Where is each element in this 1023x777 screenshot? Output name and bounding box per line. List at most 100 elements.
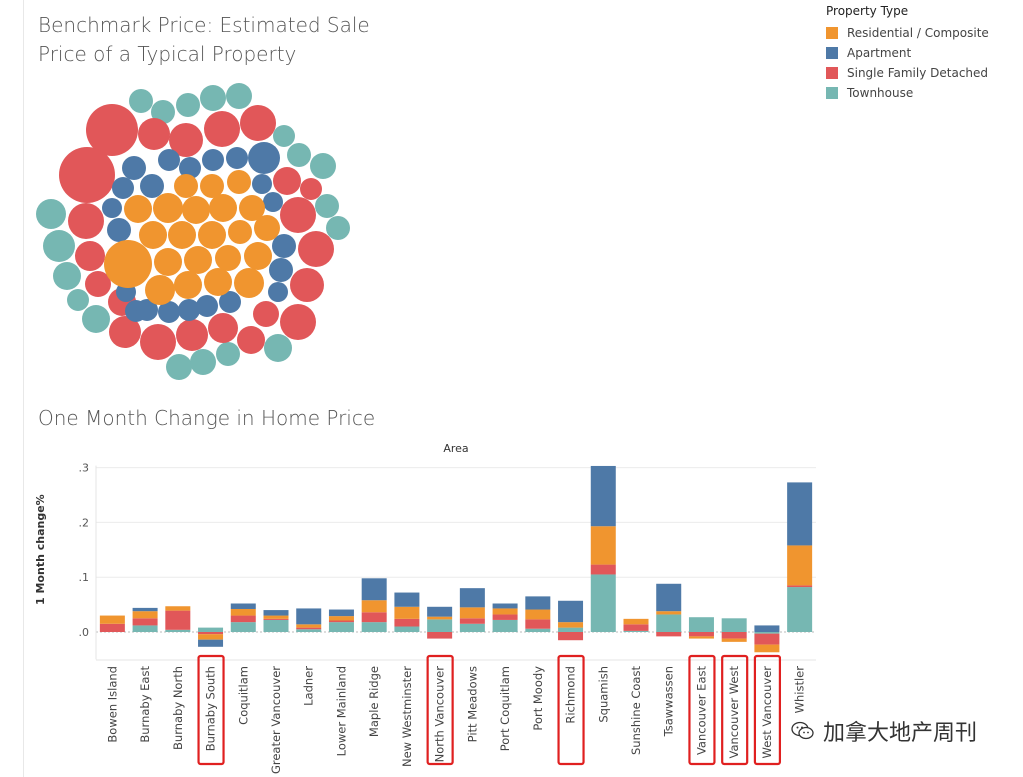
bubble-73[interactable] bbox=[139, 221, 167, 249]
bar-west-vancouver-townhouse[interactable] bbox=[754, 632, 780, 634]
bubble-25[interactable] bbox=[68, 203, 104, 239]
bubble-chart[interactable] bbox=[30, 80, 360, 385]
bar-vancouver-east-townhouse[interactable] bbox=[688, 617, 714, 632]
bar-lower-mainland-apartment[interactable] bbox=[328, 609, 354, 617]
bubble-68[interactable] bbox=[124, 195, 152, 223]
bar-richmond-single-family-detached[interactable] bbox=[558, 632, 584, 641]
bar-whistler-residential-composite[interactable] bbox=[787, 545, 813, 586]
bubble-10[interactable] bbox=[273, 125, 295, 147]
bar-port-moody-apartment[interactable] bbox=[525, 596, 551, 610]
bar-richmond-apartment[interactable] bbox=[558, 600, 584, 623]
bar-new-westminster-apartment[interactable] bbox=[394, 592, 420, 607]
bar-maple-ridge-townhouse[interactable] bbox=[361, 622, 387, 632]
bubble-4[interactable] bbox=[240, 105, 276, 141]
bar-tsawwassen-townhouse[interactable] bbox=[656, 614, 682, 632]
bubble-75[interactable] bbox=[198, 221, 226, 249]
bubble-42[interactable] bbox=[158, 149, 180, 171]
bar-burnaby-east-apartment[interactable] bbox=[132, 607, 158, 612]
bubble-76[interactable] bbox=[228, 220, 252, 244]
bubble-26[interactable] bbox=[75, 241, 105, 271]
bar-new-westminster-single-family-detached[interactable] bbox=[394, 618, 420, 627]
bar-maple-ridge-residential-composite[interactable] bbox=[361, 600, 387, 613]
legend-item-townhouse[interactable]: Townhouse bbox=[826, 83, 989, 103]
bubble-63[interactable] bbox=[104, 240, 152, 288]
bubble-71[interactable] bbox=[209, 194, 237, 222]
bar-pitt-meadows-townhouse[interactable] bbox=[459, 623, 485, 632]
bar-burnaby-south-residential-composite[interactable] bbox=[198, 634, 224, 640]
bubble-24[interactable] bbox=[138, 118, 170, 150]
bubble-35[interactable] bbox=[280, 197, 316, 233]
bar-squamish-apartment[interactable] bbox=[590, 465, 616, 527]
bar-west-vancouver-residential-composite[interactable] bbox=[754, 644, 780, 653]
bar-greater-vancouver-apartment[interactable] bbox=[263, 610, 289, 616]
bar-squamish-single-family-detached[interactable] bbox=[590, 564, 616, 575]
bubble-1[interactable] bbox=[59, 147, 115, 203]
bar-lower-mainland-single-family-detached[interactable] bbox=[328, 620, 354, 623]
bar-burnaby-east-single-family-detached[interactable] bbox=[132, 618, 158, 626]
bubble-59[interactable] bbox=[178, 299, 200, 321]
bubble-14[interactable] bbox=[326, 216, 350, 240]
bubble-38[interactable] bbox=[280, 304, 316, 340]
bar-burnaby-north-residential-composite[interactable] bbox=[165, 606, 191, 611]
bubble-31[interactable] bbox=[176, 319, 208, 351]
bar-pitt-meadows-residential-composite[interactable] bbox=[459, 607, 485, 619]
bubble-41[interactable] bbox=[122, 156, 146, 180]
bubble-80[interactable] bbox=[215, 245, 241, 271]
bubble-16[interactable] bbox=[43, 230, 75, 262]
bubble-40[interactable] bbox=[300, 178, 322, 200]
bar-north-vancouver-single-family-detached[interactable] bbox=[427, 632, 453, 639]
bubble-33[interactable] bbox=[237, 326, 265, 354]
bar-port-coquitlam-single-family-detached[interactable] bbox=[492, 614, 518, 620]
bubble-64[interactable] bbox=[145, 275, 175, 305]
bar-greater-vancouver-townhouse[interactable] bbox=[263, 619, 289, 632]
bubble-53[interactable] bbox=[272, 234, 296, 258]
bubble-67[interactable] bbox=[227, 170, 251, 194]
bubble-15[interactable] bbox=[36, 199, 66, 229]
bar-coquitlam-single-family-detached[interactable] bbox=[230, 615, 256, 623]
bar-new-westminster-townhouse[interactable] bbox=[394, 626, 420, 632]
bar-tsawwassen-residential-composite[interactable] bbox=[656, 611, 682, 615]
bar-port-coquitlam-residential-composite[interactable] bbox=[492, 608, 518, 615]
bar-sunshine-coast-residential-composite[interactable] bbox=[623, 618, 649, 625]
bubble-47[interactable] bbox=[112, 177, 134, 199]
bar-burnaby-south-single-family-detached[interactable] bbox=[198, 632, 224, 635]
bar-greater-vancouver-residential-composite[interactable] bbox=[263, 615, 289, 619]
bar-coquitlam-apartment[interactable] bbox=[230, 603, 256, 609]
bubble-74[interactable] bbox=[168, 221, 196, 249]
bar-richmond-residential-composite[interactable] bbox=[558, 622, 584, 628]
bubble-13[interactable] bbox=[315, 194, 339, 218]
bubble-3[interactable] bbox=[204, 111, 240, 147]
bar-pitt-meadows-apartment[interactable] bbox=[459, 588, 485, 608]
bar-north-vancouver-apartment[interactable] bbox=[427, 606, 453, 617]
bar-sunshine-coast-single-family-detached[interactable] bbox=[623, 624, 649, 631]
bar-north-vancouver-townhouse[interactable] bbox=[427, 619, 453, 632]
bubble-23[interactable] bbox=[264, 334, 292, 362]
bubble-61[interactable] bbox=[219, 291, 241, 313]
bubble-57[interactable] bbox=[136, 299, 158, 321]
bubble-2[interactable] bbox=[169, 123, 203, 157]
bar-west-vancouver-apartment[interactable] bbox=[754, 625, 780, 632]
bubble-84[interactable] bbox=[234, 268, 264, 298]
bubble-81[interactable] bbox=[244, 242, 272, 270]
bar-vancouver-east-residential-composite[interactable] bbox=[688, 636, 714, 639]
bar-port-moody-residential-composite[interactable] bbox=[525, 609, 551, 620]
bubble-19[interactable] bbox=[82, 305, 110, 333]
bubble-7[interactable] bbox=[176, 93, 200, 117]
bar-lower-mainland-residential-composite[interactable] bbox=[328, 616, 354, 621]
bar-port-coquitlam-townhouse[interactable] bbox=[492, 619, 518, 632]
bubble-37[interactable] bbox=[290, 268, 324, 302]
bubble-8[interactable] bbox=[200, 85, 226, 111]
bubble-70[interactable] bbox=[182, 196, 210, 224]
bar-burnaby-south-apartment[interactable] bbox=[198, 639, 224, 647]
bubble-52[interactable] bbox=[263, 192, 283, 212]
bubble-20[interactable] bbox=[166, 354, 192, 380]
bubble-39[interactable] bbox=[273, 167, 301, 195]
bubble-72[interactable] bbox=[239, 195, 265, 221]
bar-ladner-apartment[interactable] bbox=[296, 608, 322, 625]
bubble-46[interactable] bbox=[248, 142, 280, 174]
bar-whistler-townhouse[interactable] bbox=[787, 587, 813, 632]
bar-port-moody-townhouse[interactable] bbox=[525, 628, 551, 632]
bubble-11[interactable] bbox=[287, 143, 311, 167]
bar-vancouver-east-single-family-detached[interactable] bbox=[688, 632, 714, 637]
bar-burnaby-east-townhouse[interactable] bbox=[132, 625, 158, 632]
